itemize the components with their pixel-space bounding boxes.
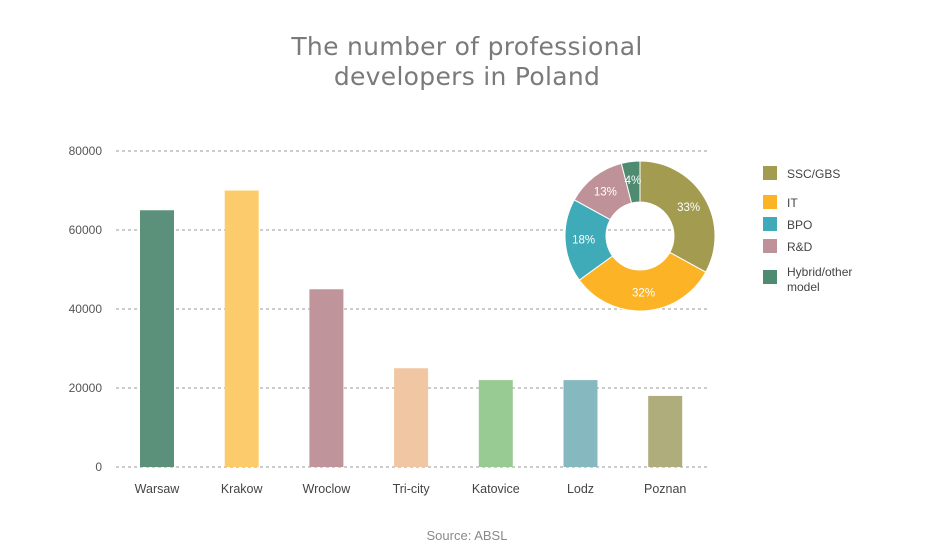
bar-wroclow [309,289,344,467]
donut-slice [620,160,641,204]
x-tick-label: Krakow [221,482,264,496]
bar-lodz [563,380,598,467]
donut-slice [578,251,707,312]
legend-label: SSC/GBS [787,167,840,181]
legend-swatch [763,166,777,180]
legend-swatch [763,195,777,209]
y-tick-label: 60000 [69,223,103,237]
bar-tri-city [394,368,429,467]
y-tick-label: 80000 [69,144,103,158]
donut-value-label: 32% [632,287,655,299]
bar-poznan [648,395,683,467]
chart-title-line-2: developers in Poland [333,62,601,91]
x-tick-label: Poznan [644,482,686,496]
legend-label: BPO [787,218,812,232]
x-tick-label: Wroclow [303,482,352,496]
donut-value-label: 13% [594,186,617,198]
legend-swatch [763,217,777,231]
donut-value-label: 4% [625,175,642,187]
x-tick-label: Warsaw [135,482,181,496]
donut-value-label: 33% [677,202,700,214]
legend-label: IT [787,196,798,210]
bar-krakow [224,190,259,467]
donut-slice [639,160,716,273]
x-tick-label: Katovice [472,482,520,496]
chart-title-line-1: The number of professional [291,32,643,61]
legend-label: R&D [787,240,813,254]
bar-warsaw [140,210,174,467]
y-tick-label: 0 [95,460,102,474]
bar-katovice [478,380,513,467]
x-tick-label: Lodz [567,482,594,496]
donut-value-label: 18% [572,235,595,247]
source-note: Source: ABSL [426,528,508,543]
legend-swatch [763,239,777,253]
y-tick-label: 20000 [69,381,103,395]
legend-swatch [763,270,777,284]
x-tick-label: Tri-city [393,482,431,496]
y-tick-label: 40000 [69,302,103,316]
legend-label: Hybrid/other model [787,265,852,294]
